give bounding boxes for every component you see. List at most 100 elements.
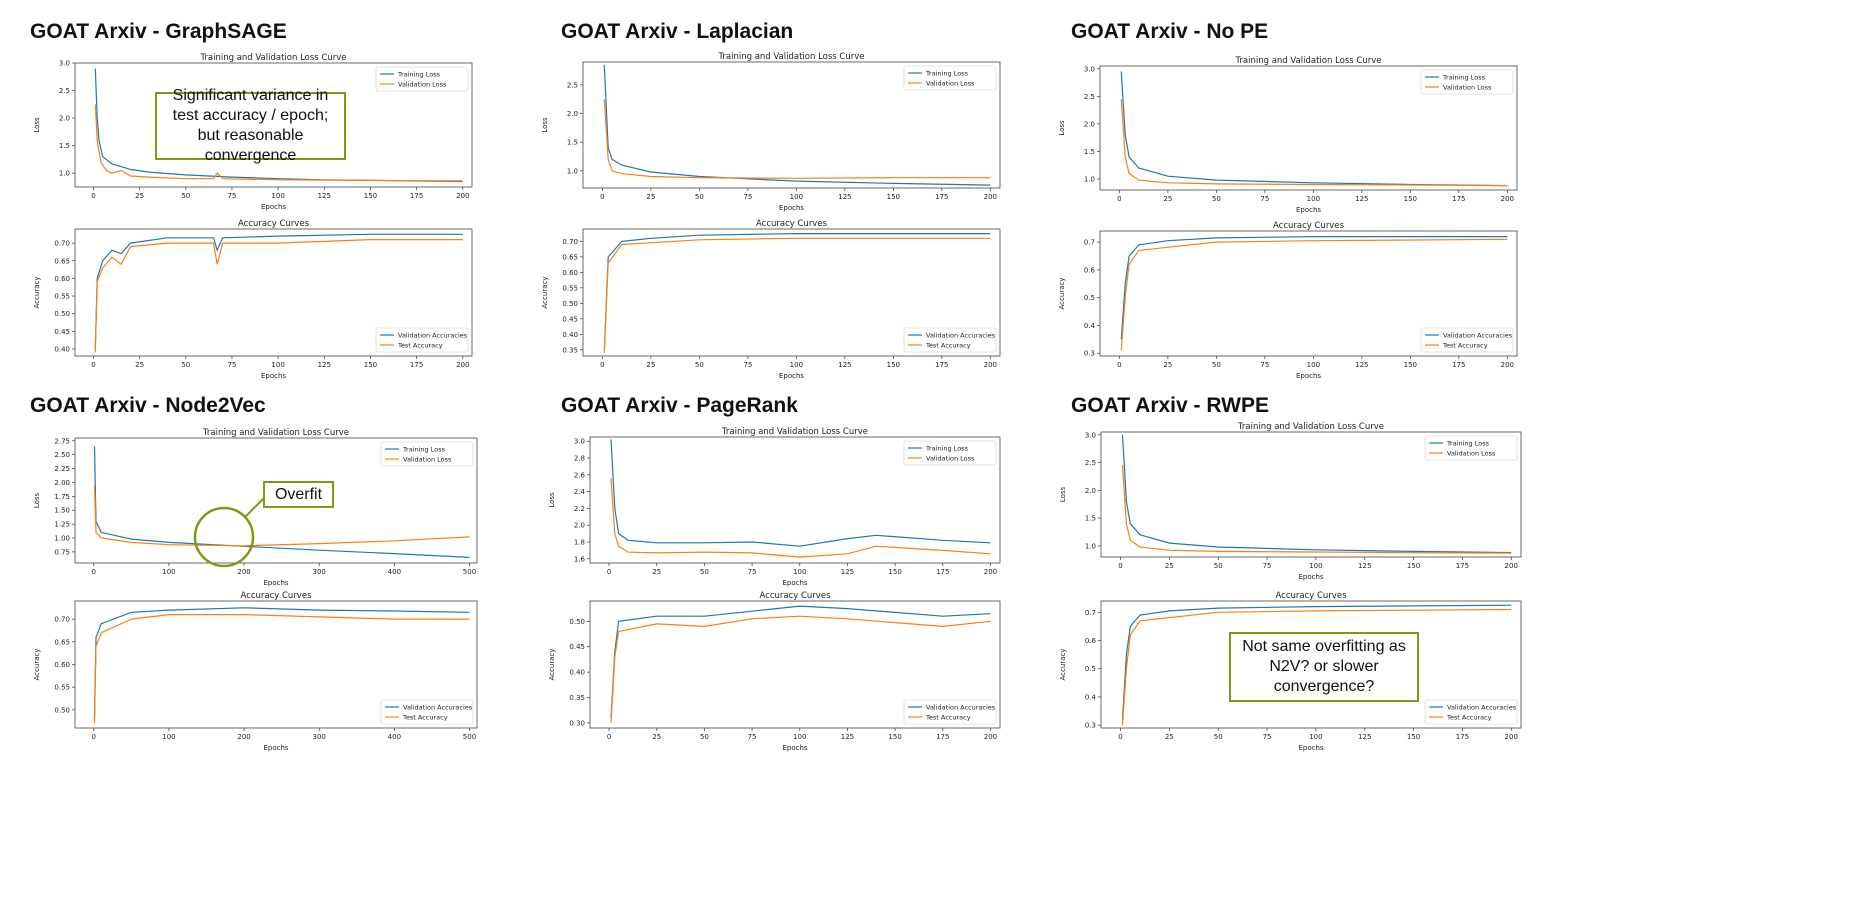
x-axis-label: Epochs [261,203,286,211]
y-tick-label: 2.5 [59,87,70,95]
y-tick-label: 3.0 [574,438,585,446]
x-tick-label: 25 [1165,733,1174,741]
y-tick-label: 0.7 [1084,239,1095,247]
legend-box [380,441,474,467]
x-tick-label: 25 [1165,562,1174,570]
x-tick-label: 200 [984,733,997,741]
chart-title: Training and Validation Loss Curve [717,52,864,62]
chart-pagerank-accuracy: Accuracy Curves 0 25 50 75 100 125 150 175 200 0.3… [548,591,1001,752]
x-tick-label: 50 [695,361,704,369]
x-tick-label: 400 [388,733,401,741]
x-tick-label: 200 [456,361,469,369]
plot-frame [582,61,1001,189]
x-tick-label: 500 [463,733,476,741]
legend: Training Loss Validation Loss [375,66,469,92]
x-axis-label: Epochs [1296,372,1321,380]
y-tick-label: 2.25 [54,465,70,473]
legend: Training Loss Validation Loss [380,441,474,467]
y-axis-label: Loss [1058,120,1066,136]
plot-frame [1099,230,1518,357]
y-tick-label: 1.50 [54,507,70,515]
x-tick-label: 175 [1452,195,1465,203]
series-line-validation-accuracies [1120,236,1508,340]
chart-title: Training and Validation Loss Curve [1237,422,1384,432]
series-line-training-loss [1121,434,1512,554]
series-line-validation-accuracies [93,607,470,719]
legend-label: Test Accuracy [925,714,971,722]
y-tick-label: 2.75 [54,437,70,445]
x-tick-label: 200 [456,192,469,200]
legend-label: Test Accuracy [925,342,971,350]
x-tick-label: 150 [364,361,377,369]
legend-label: Validation Accuracies [398,332,468,340]
legend-box [903,699,997,725]
plot-frame [582,228,1001,357]
chart-title: Training and Validation Loss Curve [1234,56,1381,66]
y-tick-label: 1.5 [567,139,578,147]
legend: Training Loss Validation Loss [903,440,997,466]
y-axis-label: Loss [33,117,41,133]
chart-title: Training and Validation Loss Curve [721,427,868,437]
y-tick-label: 2.5 [1084,93,1095,101]
x-tick-label: 125 [1355,361,1368,369]
chart-title: Accuracy Curves [1275,591,1347,601]
annotation-node2vec: Overfit [263,481,334,508]
y-tick-label: 0.5 [1084,294,1095,302]
x-tick-label: 125 [838,193,851,201]
x-tick-label: 200 [1501,361,1514,369]
chart-node2vec-loss: Training and Validation Loss Curve 0 100 20… [33,428,478,587]
legend: Validation Accuracies Test Accuracy [1420,327,1514,353]
x-tick-label: 100 [271,361,284,369]
legend-box [903,327,997,353]
legend-label: Validation Accuracies [926,704,996,712]
y-axis-label: Loss [33,492,41,508]
x-tick-label: 0 [92,568,96,576]
y-tick-label: 0.55 [54,684,70,692]
x-tick-label: 175 [936,568,949,576]
x-tick-label: 200 [984,568,997,576]
y-tick-label: 1.0 [59,170,70,178]
x-tick-label: 150 [887,361,900,369]
x-tick-label: 75 [748,733,757,741]
x-tick-label: 150 [1407,733,1420,741]
x-tick-label: 50 [695,193,704,201]
y-tick-label: 0.70 [54,616,70,624]
y-tick-label: 2.0 [574,522,585,530]
x-tick-label: 25 [646,193,655,201]
y-tick-label: 2.00 [54,479,70,487]
legend-label: Validation Accuracies [1443,332,1513,340]
y-axis-label: Loss [541,117,549,133]
legend-label: Training Loss [1446,440,1490,448]
overfit-callout-circle [193,497,265,568]
chart-title: Accuracy Curves [756,219,828,229]
x-axis-label: Epochs [1298,573,1323,581]
legend-box [380,699,474,725]
x-tick-label: 100 [162,568,175,576]
series-line-test-accuracy [94,239,463,353]
series-line-test-accuracy [1120,238,1508,351]
series-line-training-loss [1120,71,1508,187]
panel-title-rwpe: GOAT Arxiv - RWPE [1071,394,1269,417]
legend-box [1420,69,1514,95]
chart-rwpe-loss: Training and Validation Loss Curve 0 25 50 7… [1059,422,1522,581]
x-tick-label: 150 [1404,361,1417,369]
y-tick-label: 0.4 [1085,693,1097,701]
series-line-training-loss [610,439,991,547]
chart-no-pe-accuracy: Accuracy Curves 0 25 50 75 100 125 150 175 200 0.3… [1058,221,1518,380]
x-tick-label: 0 [1118,733,1122,741]
y-tick-label: 2.4 [574,488,586,496]
y-tick-label: 0.50 [562,300,578,308]
x-axis-label: Epochs [782,744,807,752]
y-tick-label: 0.65 [562,253,578,261]
series-line-validation-loss [610,478,991,558]
plot-frame [1100,600,1522,729]
y-tick-label: 0.70 [562,238,578,246]
x-tick-label: 0 [600,193,604,201]
plot-frame [589,436,1001,564]
legend-label: Validation Loss [926,80,975,88]
x-axis-label: Epochs [782,579,807,587]
y-axis-label: Accuracy [33,649,41,681]
x-tick-label: 150 [364,192,377,200]
chart-laplacian-accuracy: Accuracy Curves 0 25 50 75 100 125 150 175 200 0.3… [541,219,1001,380]
y-tick-label: 1.75 [54,493,70,501]
